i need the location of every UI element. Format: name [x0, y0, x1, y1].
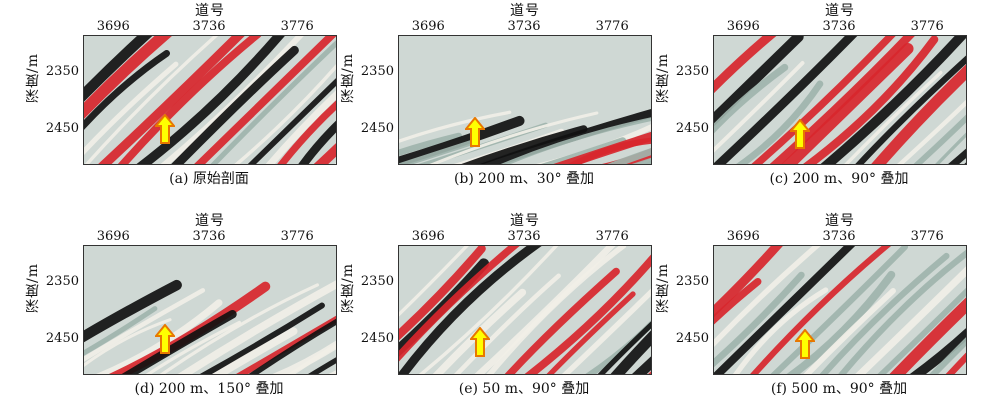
panel-caption: (f) 500 m、90° 叠加 — [770, 381, 908, 397]
panel-b: 道号 3696 3736 3776 深度/m 2350 2450 (b) 200 m、30° … — [330, 0, 660, 200]
up-arrow-icon — [154, 324, 175, 355]
seismic-section-image — [713, 245, 967, 375]
y-tick-label: 2350 — [45, 64, 79, 80]
y-axis-label: 深度/m — [25, 263, 41, 313]
x-tick-label: 3696 — [726, 229, 760, 244]
up-arrow-icon — [789, 119, 810, 150]
up-arrow-icon — [154, 114, 175, 145]
x-tick-label: 3736 — [507, 19, 541, 34]
x-tick-label: 3696 — [411, 229, 445, 244]
seismic-section-image — [83, 35, 337, 165]
y-tick-label: 2350 — [45, 274, 79, 290]
y-axis-label: 深度/m — [25, 53, 41, 103]
y-axis-label: 深度/m — [340, 263, 356, 313]
x-tick-label: 3696 — [726, 19, 760, 34]
seismic-section-image — [83, 245, 337, 375]
panel-d: 道号 3696 3736 3776 深度/m 2350 2450 (d) 200 m、150°… — [15, 210, 345, 410]
panel-a: 道号 3696 3736 3776 深度/m 2350 2450 (a) 原始剖面 — [15, 0, 345, 200]
panel-f: 道号 3696 3736 3776 深度/m 2350 2450 (f) 500 m、90° … — [645, 210, 975, 410]
seismic-section-image — [398, 35, 652, 165]
up-arrow-icon — [464, 116, 485, 147]
x-tick-label: 3776 — [595, 229, 629, 244]
panel-caption: (d) 200 m、150° 叠加 — [134, 381, 284, 397]
y-axis-label: 深度/m — [340, 53, 356, 103]
x-axis-title: 道号 — [510, 3, 540, 19]
y-tick-label: 2450 — [675, 120, 709, 136]
seismic-section-image — [398, 245, 652, 375]
x-tick-label: 3696 — [411, 19, 445, 34]
panel-caption: (a) 原始剖面 — [169, 171, 249, 187]
seismic-section-image — [713, 35, 967, 165]
x-axis-title: 道号 — [195, 213, 225, 229]
x-axis-title: 道号 — [195, 3, 225, 19]
x-axis-title: 道号 — [825, 213, 855, 229]
panel-caption: (b) 200 m、30° 叠加 — [453, 171, 595, 187]
panel-caption: (c) 200 m、90° 叠加 — [769, 171, 909, 187]
up-arrow-icon — [794, 329, 815, 360]
x-tick-label: 3736 — [507, 229, 541, 244]
panel-c: 道号 3696 3736 3776 深度/m 2350 2450 (c) 200 m、90° … — [645, 0, 975, 200]
x-tick-label: 3736 — [822, 229, 856, 244]
y-tick-label: 2450 — [45, 120, 79, 136]
up-arrow-icon — [469, 326, 490, 357]
y-tick-label: 2350 — [360, 64, 394, 80]
y-tick-label: 2350 — [675, 64, 709, 80]
y-tick-label: 2450 — [45, 330, 79, 346]
x-axis-title: 道号 — [825, 3, 855, 19]
x-tick-label: 3776 — [280, 229, 314, 244]
x-tick-label: 3776 — [910, 19, 944, 34]
x-tick-label: 3776 — [280, 19, 314, 34]
y-tick-label: 2450 — [360, 120, 394, 136]
x-tick-label: 3776 — [910, 229, 944, 244]
y-axis-label: 深度/m — [655, 263, 671, 313]
panel-e: 道号 3696 3736 3776 深度/m 2350 2450 (e) 50 m、90° 叠… — [330, 210, 660, 410]
panel-caption: (e) 50 m、90° 叠加 — [458, 381, 590, 397]
x-tick-label: 3696 — [96, 229, 130, 244]
x-tick-label: 3776 — [595, 19, 629, 34]
x-tick-label: 3736 — [192, 19, 226, 34]
y-axis-label: 深度/m — [655, 53, 671, 103]
y-tick-label: 2350 — [360, 274, 394, 290]
x-tick-label: 3696 — [96, 19, 130, 34]
y-tick-label: 2450 — [360, 330, 394, 346]
y-tick-label: 2450 — [675, 330, 709, 346]
x-axis-title: 道号 — [510, 213, 540, 229]
x-tick-label: 3736 — [192, 229, 226, 244]
x-tick-label: 3736 — [822, 19, 856, 34]
y-tick-label: 2350 — [675, 274, 709, 290]
